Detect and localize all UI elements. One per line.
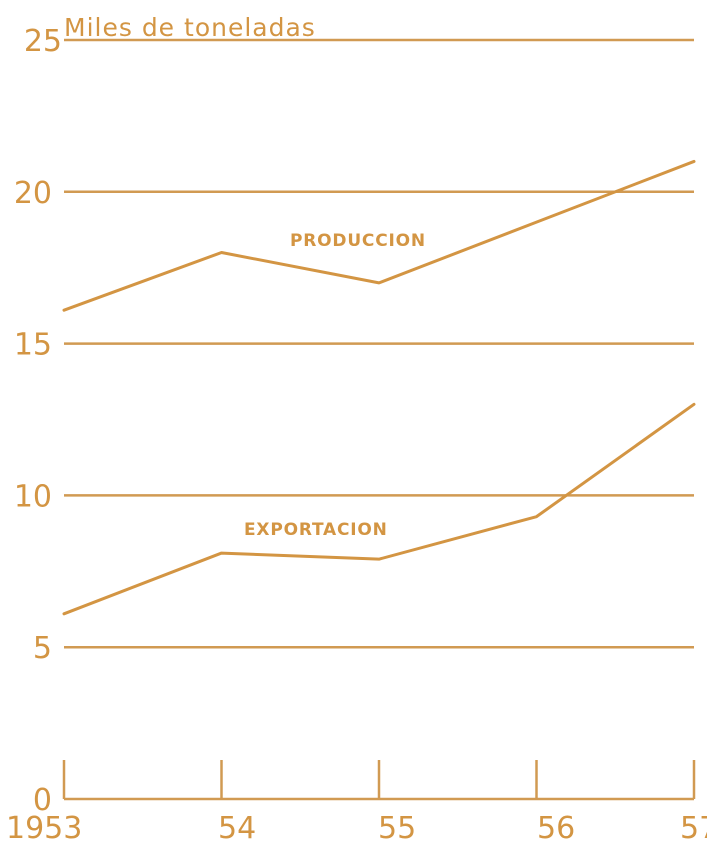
series-label-produccion: PRODUCCION	[290, 231, 426, 251]
tick-labels: 0 5 10 15 20 25 1953 54 55 56 57 PRODUCCION EXPORTAC…	[6, 24, 707, 841]
y-tick-label-15: 15	[14, 328, 52, 363]
series-label-exportacion: EXPORTACION	[244, 520, 388, 540]
x-tick-label-55: 55	[378, 811, 416, 841]
y-tick-label-25: 25	[24, 24, 62, 59]
x-tick-label-1953: 1953	[6, 811, 82, 841]
y-axis-title: Miles de toneladas	[64, 13, 316, 42]
x-tick-label-54: 54	[218, 811, 256, 841]
x-axis	[62, 760, 696, 801]
series-line-exportacion	[62, 402, 696, 616]
gridlines	[64, 190, 694, 649]
series-lines	[62, 159, 696, 616]
x-tick-label-56: 56	[537, 811, 575, 841]
y-tick-label-20: 20	[14, 176, 52, 211]
y-tick-label-10: 10	[14, 479, 52, 514]
y-tick-label-0: 0	[33, 783, 52, 818]
y-tick-label-5: 5	[33, 631, 52, 666]
x-tick-label-57: 57	[680, 811, 707, 841]
